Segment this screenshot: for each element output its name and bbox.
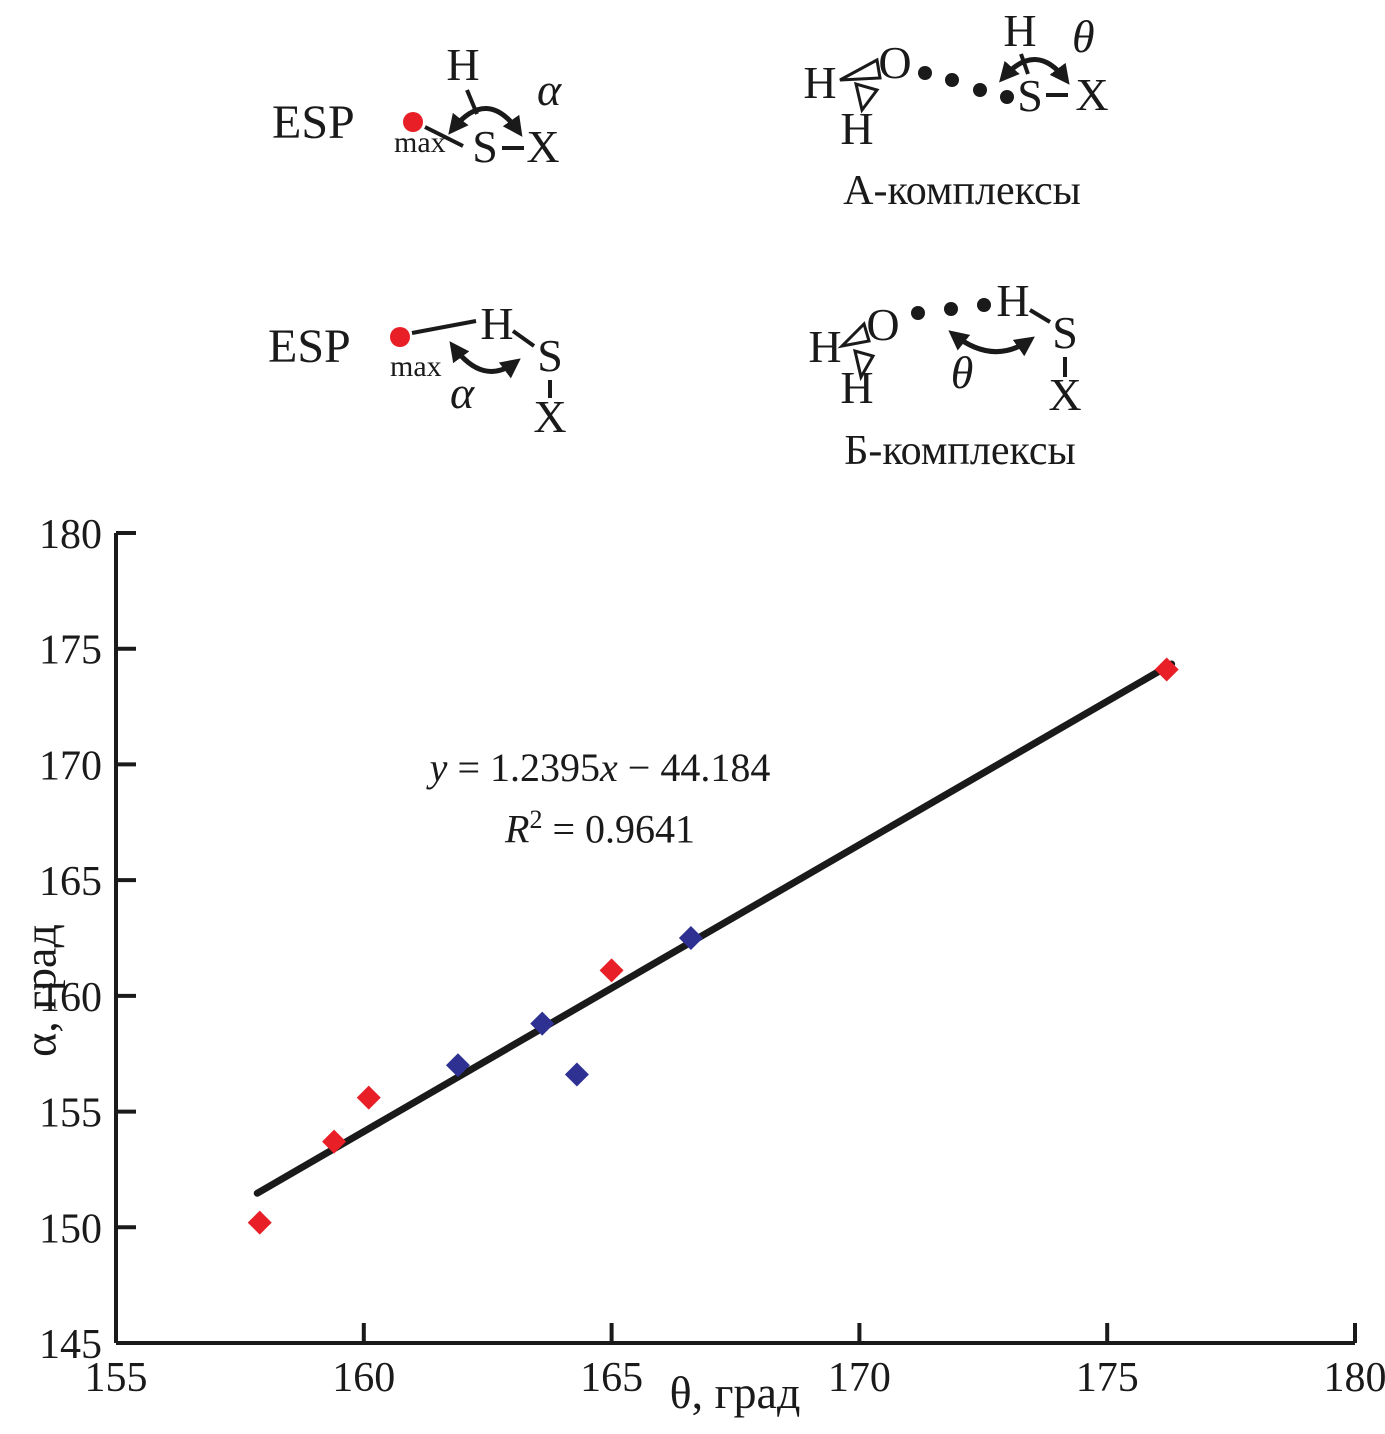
data-point-red-diamonds: [247, 1210, 272, 1235]
esp-subscript: max: [390, 350, 442, 383]
atom-h: H: [808, 321, 841, 372]
contact-dot: [945, 73, 959, 87]
atom-o: O: [866, 299, 899, 350]
esp-subscript: max: [394, 126, 446, 159]
atom-s: S: [537, 330, 563, 381]
x-axis-title: θ, град: [669, 1367, 801, 1418]
atom-h: H: [1003, 5, 1036, 56]
atom-x: X: [1048, 369, 1081, 420]
x-tick-label: 160: [332, 1355, 395, 1401]
theta-symbol: θ: [951, 347, 974, 398]
atom-s: S: [1052, 307, 1078, 358]
molecular-schemes: ESP max H S X α H O H H S X: [268, 5, 1109, 474]
esp-max-dot: [390, 327, 410, 347]
scheme-theta-B: H O H H S X θ Б-комплексы: [808, 275, 1081, 474]
scheme-alpha-B: ESP max H S X α: [268, 298, 567, 442]
bond: [411, 319, 477, 335]
atom-h: H: [996, 275, 1029, 326]
contact-dot: [918, 66, 932, 80]
data-point-blue-diamonds: [564, 1062, 589, 1087]
data-point-red-diamonds: [1154, 657, 1179, 682]
eq-var-r: R: [505, 806, 530, 852]
x-tick-label: 155: [85, 1355, 148, 1401]
atom-h: H: [840, 362, 873, 413]
eq-var-y: y: [429, 745, 448, 790]
bond: [424, 125, 464, 148]
contact-dot: [977, 298, 991, 312]
theta-symbol: θ: [1072, 11, 1095, 62]
contact-dot: [944, 302, 958, 316]
alpha-angle-arrow: [449, 341, 521, 379]
alpha-angle-arrow: [448, 106, 523, 137]
equation-line1: y = 1.2395x − 44.184: [429, 745, 771, 790]
atom-h: H: [840, 103, 873, 154]
y-tick-label: 170: [39, 743, 102, 789]
scheme-theta-A: H O H H S X θ А-комплексы: [803, 5, 1108, 214]
data-point-blue-diamonds: [678, 926, 703, 950]
alpha-symbol: α: [537, 64, 562, 115]
scheme-caption: А-комплексы: [843, 168, 1081, 214]
contact-dot: [973, 83, 987, 97]
theta-angle-arrow: [999, 57, 1070, 85]
bond: [1028, 308, 1052, 324]
wedge-bond: [837, 321, 871, 349]
atom-s: S: [472, 121, 498, 172]
trendline-equation: y = 1.2395x − 44.184 R2 = 0.9641: [340, 742, 860, 855]
x-tick-label: 165: [580, 1355, 643, 1401]
theta-angle-arrow: [948, 330, 1035, 357]
y-tick-label: 155: [39, 1091, 102, 1137]
data-point-red-diamonds: [599, 958, 624, 983]
esp-label: ESP: [268, 320, 351, 373]
wedge-bond: [839, 57, 882, 82]
bond: [511, 329, 536, 348]
x-tick-label: 170: [828, 1355, 891, 1401]
eq-var-x: x: [600, 745, 618, 790]
esp-label: ESP: [272, 96, 355, 149]
x-tick-label: 175: [1076, 1355, 1139, 1401]
wedge-bond: [853, 81, 880, 114]
atom-x: X: [1075, 69, 1108, 120]
data-point-red-diamonds: [322, 1129, 347, 1154]
alpha-symbol: α: [450, 367, 475, 418]
contact-dot: [1000, 90, 1014, 104]
y-tick-label: 180: [39, 512, 102, 558]
esp-max-dot: [403, 112, 423, 132]
y-tick-label: 160: [39, 975, 102, 1021]
atom-x: X: [533, 391, 566, 442]
y-tick-label: 145: [39, 1322, 102, 1368]
atom-h: H: [446, 39, 479, 90]
y-tick-label: 150: [39, 1206, 102, 1252]
y-tick-label: 165: [39, 859, 102, 905]
data-point-blue-diamonds: [445, 1053, 470, 1078]
scatter-chart: 155 160 165 170 175 180 145 150 155 160 165 170 175 1…: [39, 512, 1385, 1401]
atom-s: S: [1017, 70, 1043, 121]
y-tick-label: 175: [39, 628, 102, 674]
scheme-caption: Б-комплексы: [844, 428, 1075, 474]
x-tick-label: 180: [1324, 1355, 1385, 1401]
trend-line: [253, 660, 1176, 1197]
atom-x: X: [526, 121, 559, 172]
contact-dot: [911, 306, 925, 320]
scheme-alpha-A: ESP max H S X α: [272, 39, 562, 172]
equation-line2: R2 = 0.9641: [505, 805, 695, 852]
plot-area: [247, 657, 1179, 1235]
data-point-blue-diamonds: [530, 1011, 555, 1036]
atom-o: O: [878, 37, 911, 88]
chart-axes: [114, 533, 1355, 1345]
axis-ticks: 155 160 165 170 175 180 145 150 155 160 165 170 175 1…: [39, 512, 1385, 1401]
wedge-bond: [852, 348, 876, 382]
atom-h: H: [480, 298, 513, 349]
atom-h: H: [803, 57, 836, 108]
data-point-red-diamonds: [356, 1085, 381, 1110]
y-axis-title: α, град: [14, 924, 66, 1057]
